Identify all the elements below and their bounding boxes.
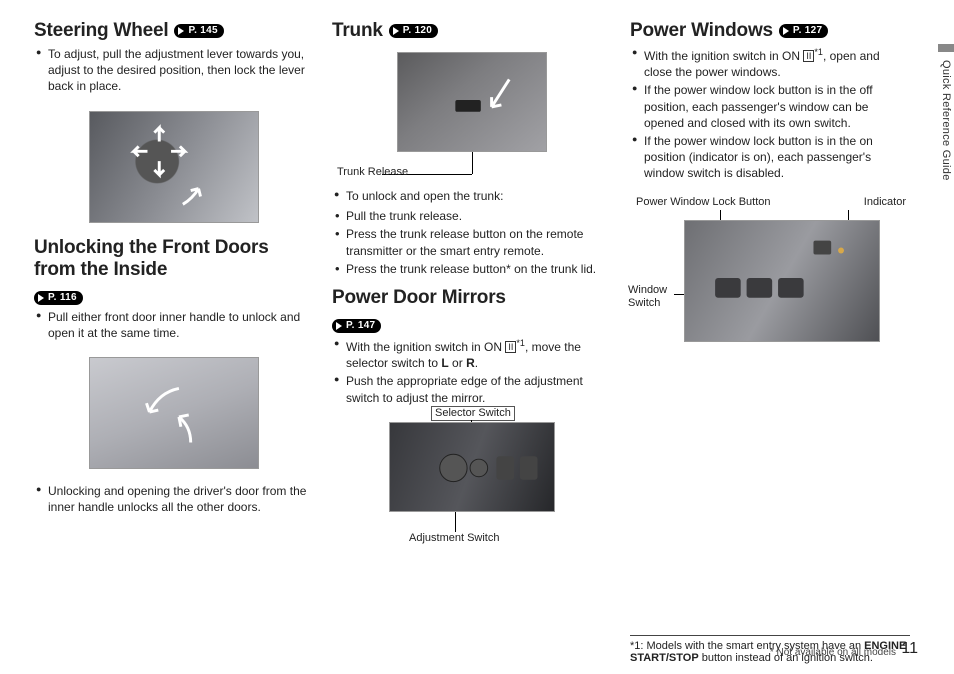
heading-trunk: Trunk P. 120 — [332, 20, 612, 42]
figure-windows-wrap: Power Window Lock Button Indicator Windo… — [630, 196, 910, 396]
ignition-II-icon: II — [803, 50, 814, 62]
steering-arrows-icon — [90, 112, 258, 222]
door-handle-image — [90, 358, 258, 468]
column-3: Power Windows P. 127 With the ignition s… — [630, 20, 920, 664]
text: With the ignition switch in ON — [346, 340, 505, 354]
windows-bullets: With the ignition switch in ON II*1, ope… — [630, 46, 910, 184]
text: With the ignition switch in ON — [644, 49, 803, 63]
lock-button-label: Power Window Lock Button — [636, 196, 771, 209]
heading-text: Power Windows — [630, 20, 773, 42]
figure-mirrors: Selector Switch Adjustment Switch — [332, 422, 612, 512]
window-switch-label: Window Switch — [628, 284, 667, 310]
trunk-bullets: To unlock and open the trunk: — [332, 188, 612, 206]
steering-wheel-image — [90, 112, 258, 222]
callout-line — [455, 512, 456, 532]
bullet-item: If the power window lock button is in th… — [630, 133, 910, 182]
figure-trunk: Trunk Release — [332, 52, 612, 152]
mirrors-bullets: With the ignition switch in ON II*1, mov… — [332, 337, 612, 408]
bullet-item: Pull either front door inner handle to u… — [34, 309, 314, 341]
heading-power-door-mirrors: Power Door Mirrors — [332, 287, 612, 309]
column-2: Trunk P. 120 Trunk Rele — [332, 20, 612, 664]
page-ref-badge: P. 145 — [174, 24, 223, 38]
page-ref-badge: P. 116 — [34, 291, 83, 305]
figure-door-handle — [34, 357, 314, 469]
door-handle-arrows-icon — [90, 358, 258, 468]
bullet-item: Press the trunk release button* on the t… — [332, 261, 612, 277]
bullet-item: Pull the trunk release. — [332, 208, 612, 224]
heading-text: Unlocking the Front Doors from the Insid… — [34, 237, 314, 281]
selector-switch-label: Selector Switch — [431, 406, 515, 421]
heading-text: Steering Wheel — [34, 20, 168, 42]
figure-steering — [34, 111, 314, 223]
window-switch-image — [685, 221, 879, 341]
heading-text: Trunk — [332, 20, 383, 42]
trunk-release-label: Trunk Release — [337, 166, 408, 179]
trunk-arrow-icon — [398, 53, 546, 151]
bullet-item: With the ignition switch in ON II*1, ope… — [630, 46, 910, 80]
figure-box — [389, 422, 555, 512]
bullet-item: Push the appropriate edge of the adjustm… — [332, 373, 612, 405]
figure-box — [397, 52, 547, 152]
column-1: Steering Wheel P. 145 To adjust, pull th… — [34, 20, 314, 664]
figure-box — [89, 357, 259, 469]
bullet-item: Press the trunk release button on the re… — [332, 226, 612, 258]
indicator-label: Indicator — [864, 196, 906, 209]
text: . — [475, 356, 478, 370]
page: Steering Wheel P. 145 To adjust, pull th… — [0, 0, 954, 674]
bullet-item: If the power window lock button is in th… — [630, 82, 910, 131]
window-panel-icon — [685, 221, 879, 341]
heading-unlocking: Unlocking the Front Doors from the Insid… — [34, 237, 314, 281]
mirror-switch-image — [390, 423, 554, 511]
callout-line — [472, 152, 473, 174]
ignition-II-icon: II — [505, 341, 516, 353]
page-ref-badge: P. 120 — [389, 24, 438, 38]
figure-box — [684, 220, 880, 342]
trunk-subbullets: Pull the trunk release. Press the trunk … — [332, 208, 612, 279]
trunk-release-image — [398, 53, 546, 151]
bold-L: L — [441, 356, 448, 370]
unlocking-bullets-top: Pull either front door inner handle to u… — [34, 309, 314, 343]
sup-ref: *1 — [516, 338, 525, 348]
page-number: 11 — [901, 640, 918, 658]
adjustment-switch-label: Adjustment Switch — [409, 532, 499, 545]
bold-R: R — [466, 356, 475, 370]
bullet-item: To unlock and open the trunk: — [332, 188, 612, 204]
heading-power-windows: Power Windows P. 127 — [630, 20, 910, 42]
page-ref-badge: P. 147 — [332, 319, 381, 333]
bullet-item: To adjust, pull the adjustment lever tow… — [34, 46, 314, 95]
unlocking-bullets-bottom: Unlocking and opening the driver's door … — [34, 483, 314, 517]
bullet-item: With the ignition switch in ON II*1, mov… — [332, 337, 612, 371]
bullet-item: Unlocking and opening the driver's door … — [34, 483, 314, 515]
mirror-controls-icon — [390, 423, 554, 511]
heading-steering-wheel: Steering Wheel P. 145 — [34, 20, 314, 42]
page-ref-badge: P. 127 — [779, 24, 828, 38]
text: or — [449, 356, 466, 370]
steering-bullets: To adjust, pull the adjustment lever tow… — [34, 46, 314, 97]
figure-box — [89, 111, 259, 223]
sup-ref: *1 — [814, 47, 823, 57]
footnote-models: * Not available on all models — [770, 647, 896, 658]
heading-text: Power Door Mirrors — [332, 287, 506, 309]
